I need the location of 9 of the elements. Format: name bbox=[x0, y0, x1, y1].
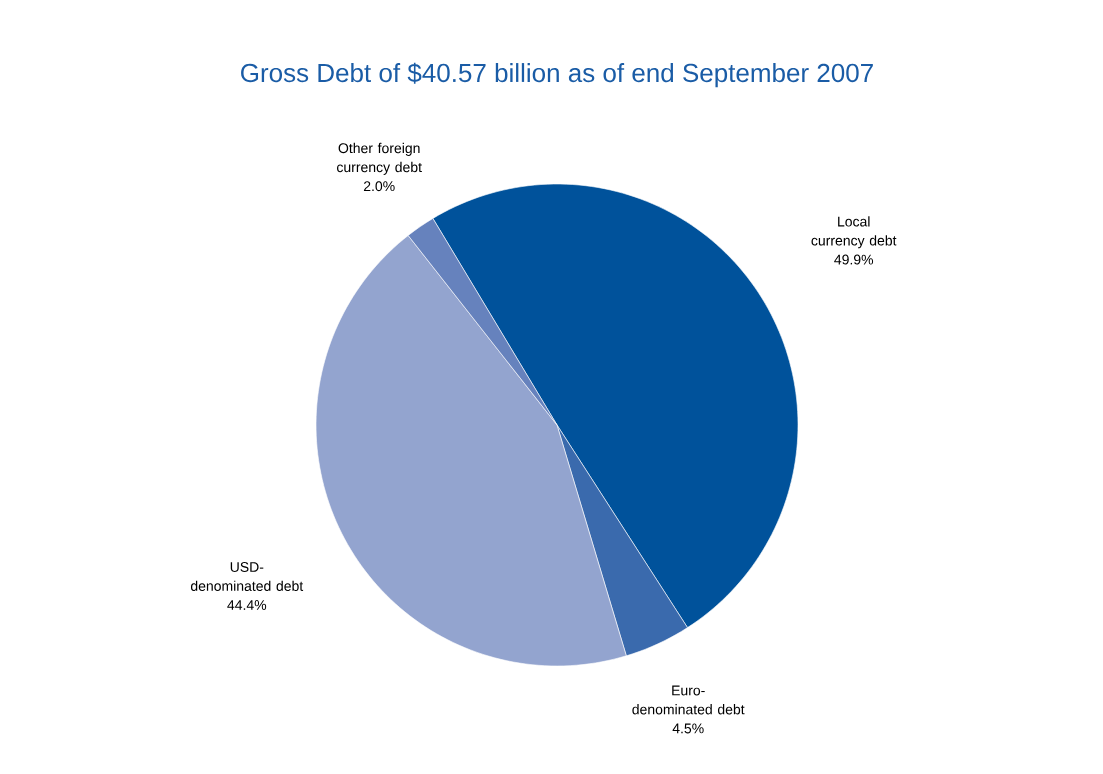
slice-label: Euro-denominated debt bbox=[632, 685, 745, 715]
data-label: 49.9% bbox=[834, 254, 874, 265]
data-label: 2.0% bbox=[363, 181, 395, 192]
data-label: 4.5% bbox=[672, 723, 704, 734]
data-label: 44.4% bbox=[227, 600, 267, 610]
chart-title: Gross Debt of $40.57 billion as of end September 2007 bbox=[241, 62, 873, 88]
slice-label: Local currency debt bbox=[811, 216, 897, 249]
slice-label: USD-denominated debt bbox=[190, 562, 304, 591]
slice-label: Other foreign currency debt bbox=[337, 142, 422, 175]
